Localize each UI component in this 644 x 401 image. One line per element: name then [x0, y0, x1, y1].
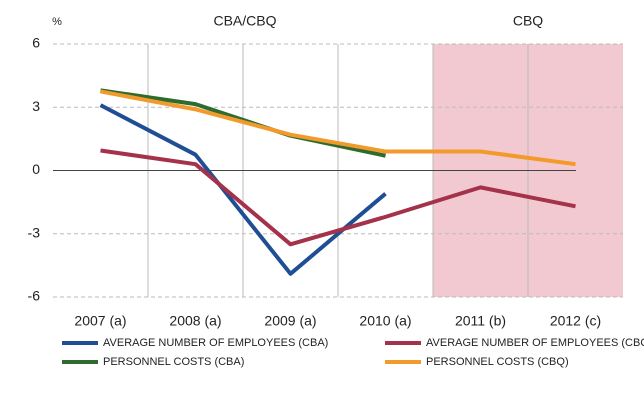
x-tick-label: 2011 (b)	[455, 313, 506, 329]
legend-label: PERSONNEL COSTS (CBQ)	[426, 356, 569, 368]
y-tick-label: 3	[32, 98, 40, 114]
x-tick-label: 2008 (a)	[169, 313, 221, 329]
y-tick-label: 6	[32, 35, 40, 51]
x-tick-label: 2009 (a)	[264, 313, 316, 329]
y-tick-label: -3	[28, 224, 41, 240]
legend-label: AVERAGE NUMBER OF EMPLOYEES (CBA)	[103, 337, 328, 349]
y-unit: %	[52, 16, 62, 28]
series-line	[100, 148, 576, 247]
region-label: CBA/CBQ	[213, 13, 276, 29]
series-line	[100, 88, 386, 158]
series-line	[100, 89, 576, 167]
series-line	[99, 103, 387, 276]
x-tick-label: 2007 (a)	[74, 313, 126, 329]
x-tick-label: 2010 (a)	[359, 313, 411, 329]
legend-label: AVERAGE NUMBER OF EMPLOYEES (CBQ)	[426, 337, 644, 349]
y-tick-label: 0	[32, 161, 40, 177]
legend-label: PERSONNEL COSTS (CBA)	[103, 356, 244, 368]
x-tick-label: 2012 (c)	[550, 313, 601, 329]
region-label: CBQ	[513, 13, 543, 29]
y-tick-label: -6	[28, 288, 41, 304]
